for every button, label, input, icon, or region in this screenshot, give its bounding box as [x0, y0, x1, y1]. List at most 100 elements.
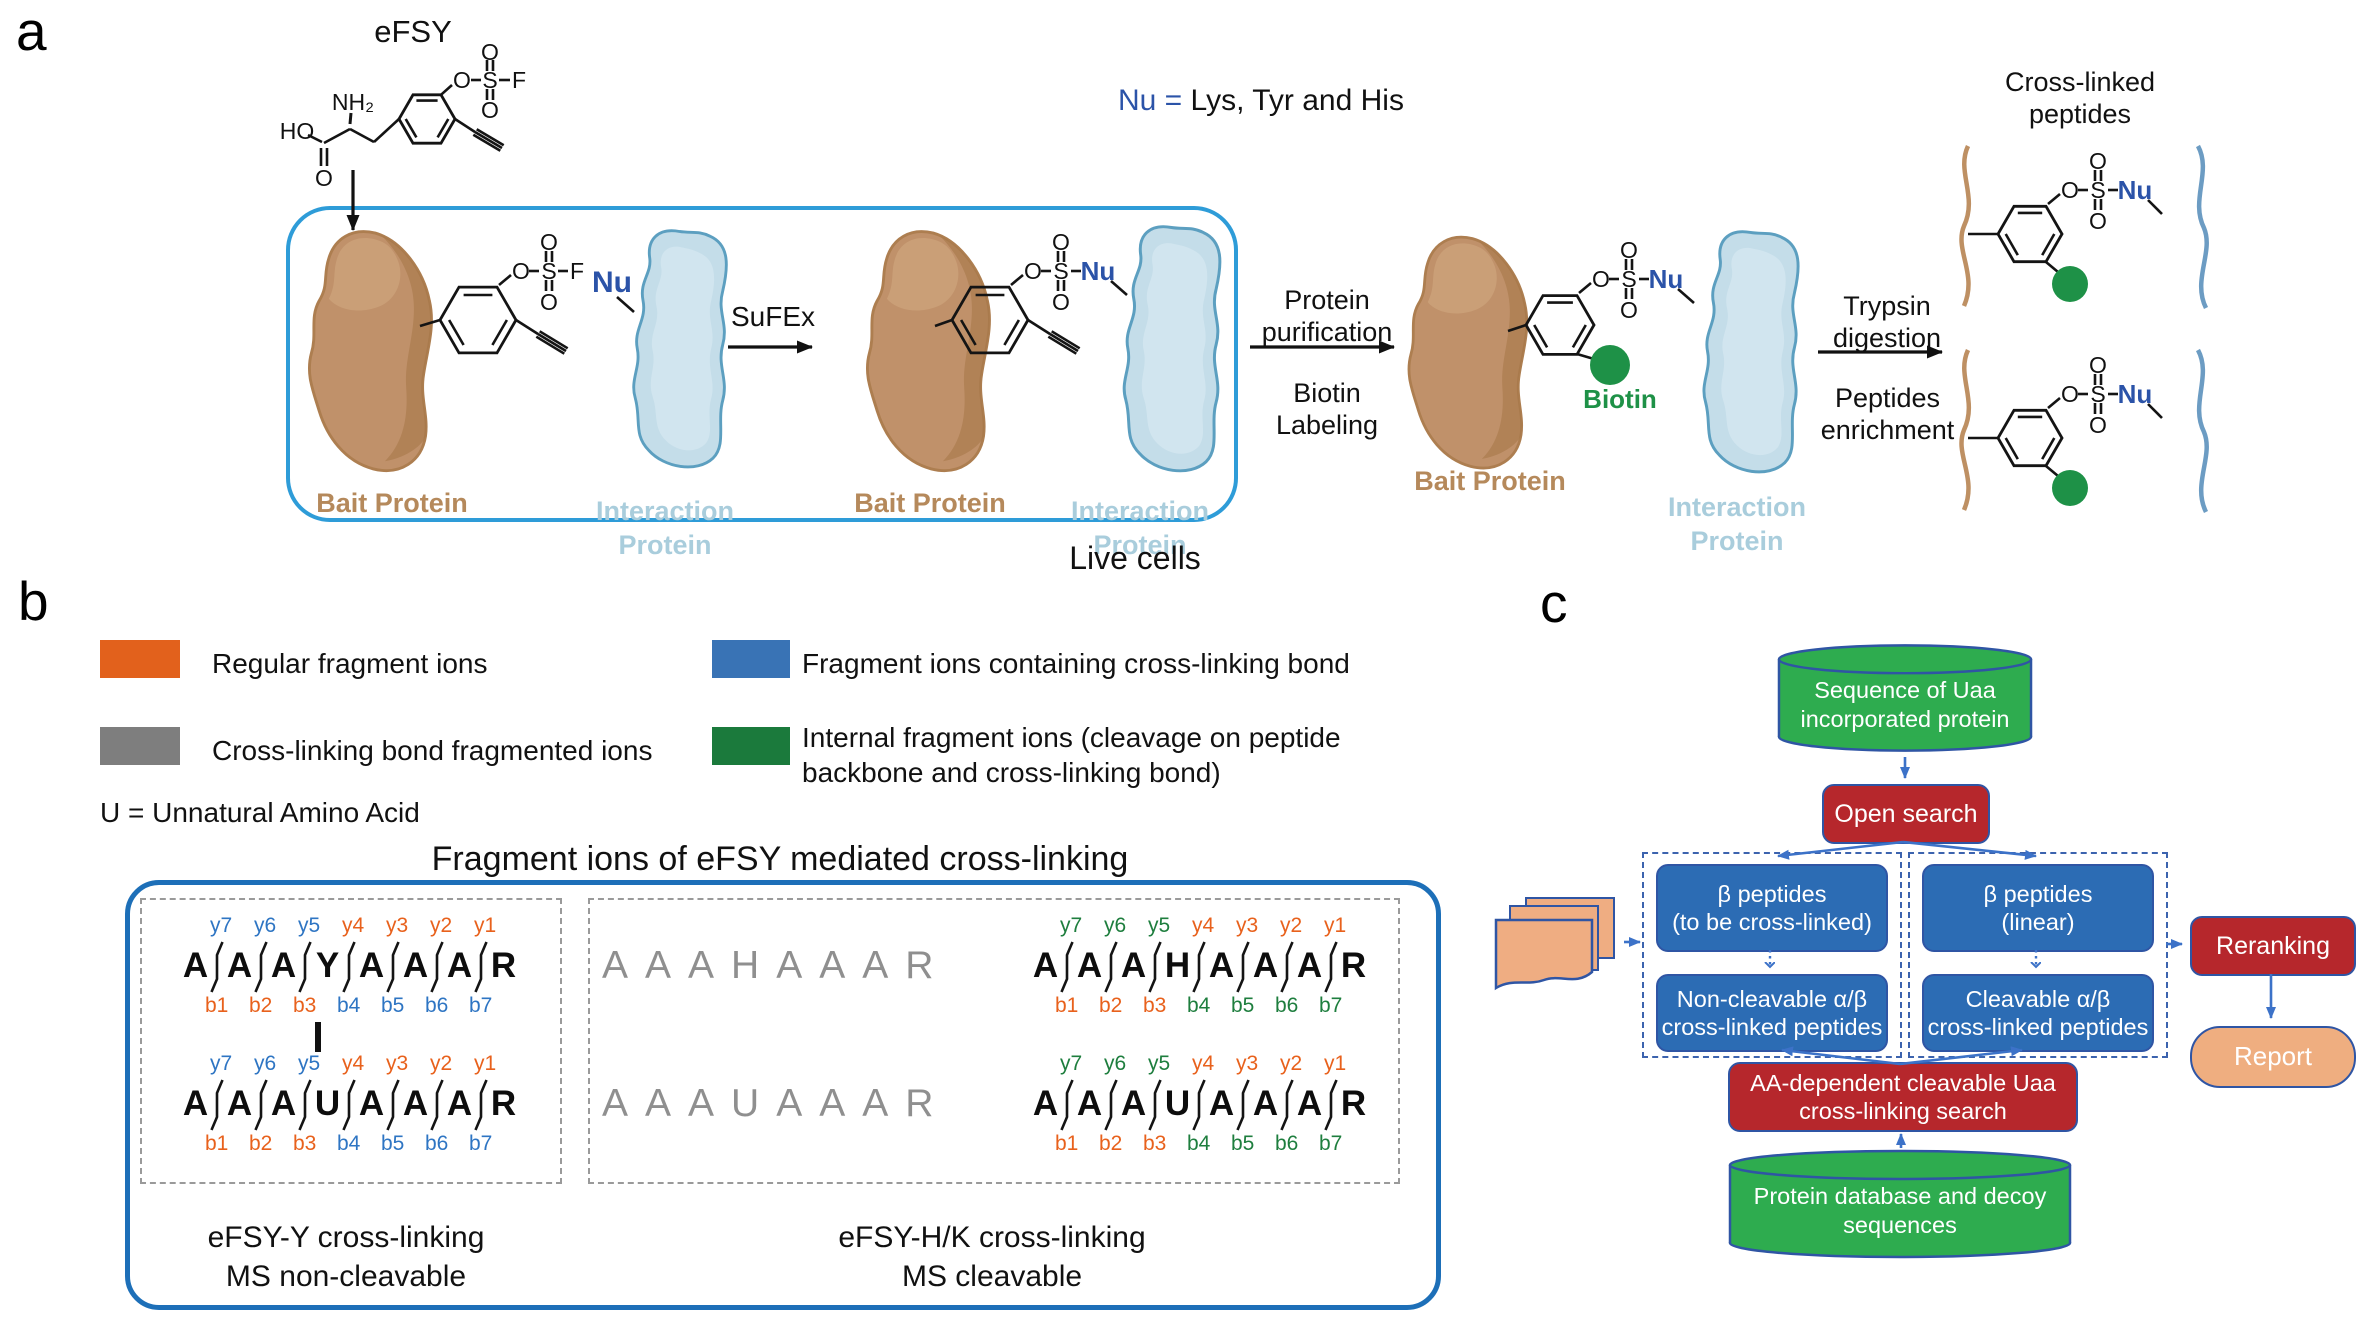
interaction-label-line2: Protein: [1093, 530, 1187, 561]
efsy-y-dashed-box: [140, 898, 562, 1184]
biotin-dot: [2052, 266, 2088, 302]
fragmentation-slash-icon: [1060, 1079, 1074, 1131]
interaction-label-line1: Interaction: [1070, 496, 1210, 526]
cleavable-peptides-node: Cleavable α/β cross-linked peptides: [1922, 974, 2154, 1052]
fragmentation-slash-icon: [210, 941, 224, 993]
atom-O: O: [315, 165, 333, 191]
y-ion-label: y2: [1280, 914, 1303, 937]
interaction-protein-blob: [1110, 218, 1234, 484]
fragmentation-slash-icon: [1280, 1079, 1294, 1131]
protein-purification-label: Protein purification: [1252, 284, 1402, 349]
b-ion-label: b7: [469, 994, 493, 1017]
beta-peptides-crosslinked-node: β peptides (to be cross-linked): [1656, 864, 1888, 952]
interaction-protein-blob: [620, 220, 740, 482]
y-ion-label: y4: [342, 914, 365, 937]
panel-c-label: c: [1540, 572, 1568, 634]
fragmentation-site: y1 b7: [1319, 1048, 1346, 1160]
bait-protein-label: Bait Protein: [1414, 466, 1566, 496]
y-ion-label: y7: [1060, 914, 1083, 937]
database-cylinder-icon: [1777, 644, 2033, 752]
fragmentation-slash-icon: [1148, 1079, 1162, 1131]
legend-label-containing: Fragment ions containing cross-linking b…: [802, 648, 1350, 679]
b-ion-label: b7: [1319, 994, 1343, 1017]
biotin-dot: [2052, 470, 2088, 506]
purification-line2: purification: [1261, 317, 1393, 348]
fragmentation-slash-icon: [1236, 941, 1250, 993]
atom-F: F: [570, 258, 584, 284]
benzene-ring: [438, 285, 518, 355]
b-ion-label: b3: [293, 994, 317, 1017]
residue: A: [1032, 1084, 1059, 1123]
fragmentation-site: y5 b3: [1143, 910, 1170, 1022]
y-ion-label: y5: [298, 1052, 321, 1075]
y-ion-label: y5: [1148, 914, 1171, 937]
fragmentation-site: y4 b4: [1187, 910, 1214, 1022]
fragmentation-slash-icon: [1324, 941, 1338, 993]
fragmentation-site: y2 b6: [425, 910, 452, 1022]
biotin-labeling-line2: Labeling: [1275, 410, 1379, 441]
fragmentation-site: y4 b4: [1187, 1048, 1214, 1160]
residue: A: [226, 1084, 253, 1123]
nu-label: Nu: [592, 266, 632, 299]
b-ion-label: b3: [1143, 994, 1167, 1017]
legend-label-regular: Regular fragment ions: [212, 648, 488, 679]
fragmentation-site: y1 b7: [469, 1048, 496, 1160]
fragmentation-site: y7 b1: [1055, 910, 1082, 1022]
atom-NH2: NH₂: [332, 89, 374, 115]
fragmentation-site: y7 b1: [1055, 1048, 1082, 1160]
nu-definition-rest: Lys, Tyr and His: [1182, 84, 1404, 117]
fragmentation-slash-icon: [342, 941, 356, 993]
spectra-documents-icon: [1494, 897, 1615, 991]
cross-linked-title-line2: peptides: [2028, 99, 2132, 130]
atom-O: O: [2089, 208, 2107, 234]
benzene-ring: [950, 285, 1030, 355]
atom-O: O: [1620, 237, 1638, 263]
noncleavable-dashed-group: [1642, 852, 1902, 1058]
atom-S: S: [2090, 177, 2105, 203]
y-ion-label: y4: [342, 1052, 365, 1075]
y-ion-label: y6: [254, 914, 277, 937]
biotin-label: Biotin: [1583, 384, 1657, 414]
residue: A: [1076, 1084, 1103, 1123]
fragmentation-site: y5 b3: [1143, 1048, 1170, 1160]
aryl-fluorosulfate-structure: O S F O O: [419, 229, 584, 355]
b-ion-label: b6: [425, 1132, 449, 1155]
residue: A: [1032, 946, 1059, 985]
b-ion-label: b5: [381, 994, 405, 1017]
atom-O: O: [481, 39, 499, 65]
db-sequence-uaa: Sequence of Uaa incorporated protein: [1776, 642, 2034, 754]
b-ion-label: b1: [1055, 1132, 1079, 1155]
efsy-y-caption-line1: eFSY-Y cross-linking: [207, 1221, 485, 1254]
residue: R: [490, 1084, 517, 1123]
bait-protein-label: Bait Protein: [316, 488, 468, 518]
atom-F: F: [512, 67, 526, 93]
y-ion-label: y3: [1236, 1052, 1259, 1075]
y-ion-label: y3: [1236, 914, 1259, 937]
residue: A: [1296, 1084, 1323, 1123]
open-search-node: Open search: [1822, 784, 1990, 844]
nu-label: Nu: [1649, 264, 1684, 294]
live-cells-label: Live cells: [1069, 540, 1201, 576]
fragmentation-site: y6 b2: [1099, 910, 1126, 1022]
residue: A: [358, 1084, 385, 1123]
fragmentation-slash-icon: [474, 1079, 488, 1131]
peptides-line2: enrichment: [1820, 415, 1955, 446]
fragmentation-site: y2 b6: [1275, 910, 1302, 1022]
noncleavable-peptides-node: Non-cleavable α/β cross-linked peptides: [1656, 974, 1888, 1052]
cleavable-line2: cross-linked peptides: [1927, 1014, 2149, 1040]
y-ion-label: y2: [430, 914, 453, 937]
fragmentation-site: y1 b7: [469, 910, 496, 1022]
fragmentation-site: y5 b3: [293, 910, 320, 1022]
fragmentation-site: y6 b2: [249, 1048, 276, 1160]
fragmentation-site: y7 b1: [205, 1048, 232, 1160]
b-ion-label: b2: [1099, 1132, 1123, 1155]
y-ion-label: y1: [474, 1052, 497, 1075]
noncleavable-line2: cross-linked peptides: [1661, 1014, 1883, 1040]
b-ion-label: b1: [205, 1132, 229, 1155]
db-protein-database-label: Protein database and decoy sequences: [1727, 1148, 2073, 1260]
interaction-label-line1: Interaction: [1667, 492, 1807, 522]
trypsin-digestion-label: Trypsin digestion: [1812, 290, 1962, 355]
atom-O: O: [1052, 289, 1070, 315]
fragmentation-slash-icon: [1236, 1079, 1250, 1131]
noncleavable-line1: Non-cleavable α/β: [1676, 985, 1868, 1012]
